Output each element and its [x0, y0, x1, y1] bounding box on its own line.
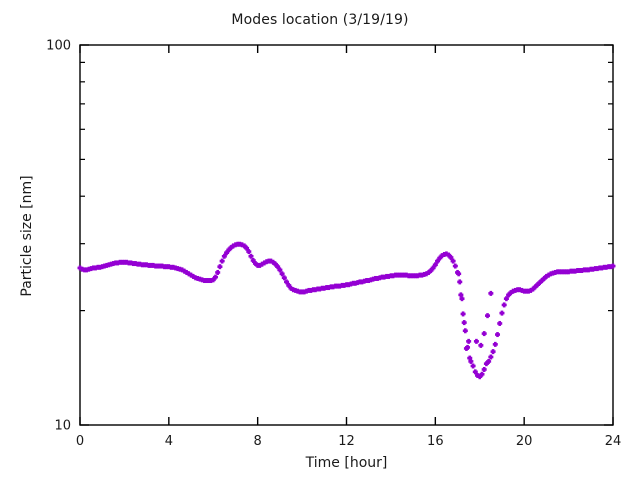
y-axis-ticks: 10 100 [46, 39, 613, 434]
svg-text:4: 4 [165, 434, 173, 449]
svg-text:20: 20 [516, 434, 533, 449]
svg-text:10: 10 [54, 419, 71, 434]
svg-text:100: 100 [46, 39, 71, 54]
svg-text:8: 8 [254, 434, 262, 449]
x-axis-label: Time [hour] [305, 455, 388, 471]
svg-text:0: 0 [76, 434, 84, 449]
data-series-markers [77, 241, 616, 380]
x-axis-ticks: 0 4 8 12 16 20 24 [76, 45, 621, 449]
chart-title: Modes location (3/19/19) [231, 12, 409, 28]
svg-text:12: 12 [338, 434, 355, 449]
svg-text:24: 24 [605, 434, 622, 449]
svg-text:16: 16 [427, 434, 444, 449]
axis-frame [79, 44, 614, 426]
